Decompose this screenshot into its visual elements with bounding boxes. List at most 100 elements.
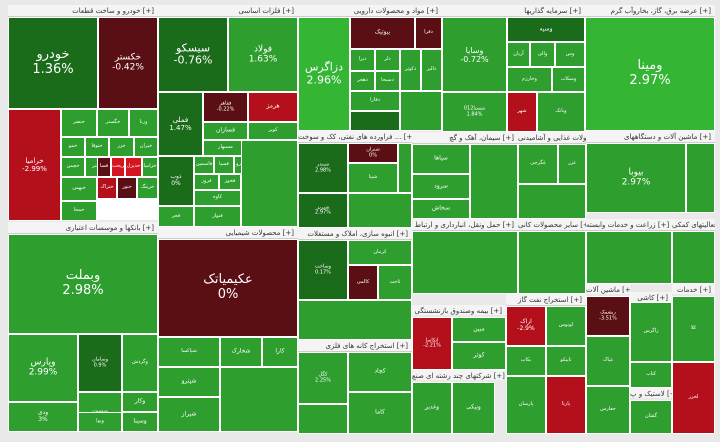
- sector-header[interactable]: سرمایه گذاریها [+]: [442, 5, 585, 17]
- sector-header[interactable]: بیمه وصندوق بازنشستگی [+]: [412, 305, 506, 315]
- stock-tile-khodir[interactable]: خدیزل: [125, 157, 142, 177]
- stock-tile-biyoba[interactable]: بیوبا 2.97%: [586, 143, 686, 213]
- stock-tile-fasazan[interactable]: فسازان: [203, 122, 248, 140]
- stock-tile[interactable]: [348, 193, 412, 228]
- stock-tile-dfaroz[interactable]: دفارا: [350, 91, 400, 111]
- stock-tile-shbaz[interactable]: شبندر 2.98%: [298, 143, 348, 193]
- stock-tile-ghadir[interactable]: وغدیر: [412, 382, 452, 434]
- stock-tile-khiran[interactable]: خیران: [134, 137, 158, 157]
- stock-tile-sisko[interactable]: سیسکو -0.76%: [158, 17, 228, 92]
- stock-tile-khzr[interactable]: ختراک: [97, 177, 117, 199]
- sector-header[interactable]: استخراج نفت گاز [+]: [506, 294, 586, 306]
- stock-tile-khomo[interactable]: خمو: [61, 137, 85, 157]
- stock-tile-zafra[interactable]: زاگرس: [630, 302, 672, 362]
- stock-tile[interactable]: [518, 184, 586, 219]
- stock-tile-kheksa[interactable]: خکستر -0.42%: [98, 17, 158, 109]
- stock-tile-vmina[interactable]: ومینا 2.97%: [585, 17, 715, 131]
- sector-header[interactable]: ماشین آلات و دستگاههای [+]: [586, 131, 715, 143]
- stock-tile-khfamir[interactable]: خرینگ: [137, 177, 158, 199]
- stock-tile-shpna[interactable]: شپنا: [348, 163, 398, 193]
- stock-tile-parsan[interactable]: پارسان: [506, 376, 546, 434]
- stock-tile-shbriz[interactable]: شبریز 2.97%: [298, 193, 348, 228]
- sector-header[interactable]: مواد و محصولات دارویی [+]: [298, 5, 442, 17]
- sector-header[interactable]: خدمات [+]: [672, 284, 715, 294]
- stock-tile-lotus[interactable]: لوتوس: [546, 306, 586, 346]
- stock-tile-shatran[interactable]: شتران 0%: [348, 143, 398, 163]
- stock-tile-vsiha[interactable]: وسپه: [507, 17, 585, 42]
- stock-tile-sh012[interactable]: شستا012 1.84%: [442, 92, 507, 132]
- stock-tile-fasmin[interactable]: فاسمین: [194, 156, 214, 174]
- stock-tile-atlas[interactable]: اتکاسا -2.21%: [412, 317, 452, 370]
- sector-header[interactable]: لاستیک و پ [+]: [630, 388, 672, 398]
- stock-tile-ghgorji[interactable]: غگرجی: [518, 144, 558, 184]
- stock-tile-deyra[interactable]: دیرا: [350, 49, 375, 71]
- stock-tile[interactable]: [241, 140, 298, 227]
- stock-tile-khchmn[interactable]: خچمن: [61, 157, 85, 177]
- stock-tile-faroz[interactable]: فروز: [194, 174, 219, 190]
- stock-tile-nab[interactable]: کلا: [672, 296, 715, 362]
- stock-tile-dbirva[interactable]: دلر: [375, 49, 400, 71]
- stock-tile-khodro[interactable]: خودرو 1.36%: [8, 17, 98, 109]
- stock-tile-fameli[interactable]: فملی 1.47%: [158, 92, 203, 156]
- stock-tile-khtugha[interactable]: ختوقا: [85, 137, 109, 157]
- stock-tile-sspaha[interactable]: سپاها: [412, 144, 470, 174]
- sector-header[interactable]: خودرو و ساخت قطعات [+]: [8, 5, 158, 17]
- stock-tile-faqir[interactable]: فقاهر -0.22%: [203, 92, 248, 122]
- sector-header[interactable]: ماشین آلات [+]: [586, 284, 630, 294]
- stock-tile-vsina[interactable]: وسینا: [122, 412, 158, 432]
- stock-tile-sfano[interactable]: سخاش: [412, 199, 470, 219]
- stock-tile-shiraz[interactable]: شیراز: [158, 397, 220, 432]
- stock-tile-fasa[interactable]: فسا: [97, 157, 111, 177]
- stock-tile-kharo[interactable]: خزامیا: [142, 157, 158, 177]
- stock-tile-kgol[interactable]: کگل 2.25%: [298, 352, 348, 404]
- stock-tile-ksarma[interactable]: ثاخت: [378, 265, 412, 300]
- stock-tile[interactable]: [400, 91, 442, 131]
- stock-tile-vsdp[interactable]: وس: [555, 42, 585, 67]
- stock-tile-shekhazar[interactable]: شخارک: [220, 337, 262, 367]
- stock-tile[interactable]: [298, 300, 412, 340]
- stock-tile-kave[interactable]: کاوه: [194, 190, 241, 206]
- stock-tile[interactable]: [412, 231, 518, 294]
- stock-tile[interactable]: [518, 231, 586, 294]
- sector-header[interactable]: زراعت و خدمات وابسته [+]: [586, 219, 672, 231]
- stock-tile-fulad[interactable]: فولاد 1.63%: [228, 17, 298, 92]
- stock-tile-ghanaz[interactable]: غپاک: [586, 336, 630, 386]
- sector-header[interactable]: محصولات غذایی و آشامیدنی [+]: [518, 132, 586, 144]
- stock-tile-hormoz[interactable]: هرمز: [248, 92, 298, 122]
- stock-tile-vdey[interactable]: ودی 3%: [8, 402, 78, 432]
- stock-tile-khbahman[interactable]: خبهمن: [61, 177, 97, 201]
- stock-tile-ketab[interactable]: کتاب: [630, 362, 672, 388]
- stock-tile-fakhoz[interactable]: فخوز: [219, 174, 241, 190]
- stock-tile-dsaba[interactable]: دسبحا: [375, 71, 400, 91]
- stock-tile-shahr[interactable]: شهر: [507, 92, 537, 132]
- stock-tile-vbank[interactable]: وبانک: [537, 92, 585, 132]
- sector-header[interactable]: عرضه برق، گاز، بخاروآب گرم [+]: [585, 5, 715, 17]
- stock-tile-khzer[interactable]: خزر: [109, 137, 134, 157]
- sector-header[interactable]: محصولات شیمیایی [+]: [158, 227, 298, 239]
- sector-header[interactable]: فلزات اساسی [+]: [158, 5, 298, 17]
- stock-tile-vsakht[interactable]: وساخت 0.17%: [298, 240, 348, 300]
- stock-tile-biobik[interactable]: بیوتیک: [350, 17, 415, 49]
- sector-header[interactable]: سیمان، آهک و گچ [+]: [412, 132, 518, 144]
- stock-tile-mobin[interactable]: مبین: [452, 317, 506, 342]
- stock-tile-khabir[interactable]: ونیکی: [452, 382, 495, 434]
- sector-header[interactable]: حمل ونقل، انبارداری و ارتباط [+]: [412, 219, 518, 231]
- stock-tile-ghmina[interactable]: غزر: [558, 144, 586, 184]
- stock-tile-khonsa[interactable]: خنصر: [61, 109, 97, 137]
- stock-tile-kowsar[interactable]: کوثر: [452, 342, 506, 370]
- stock-tile-fanvar[interactable]: فنوار: [194, 206, 241, 227]
- stock-tile-dzagros[interactable]: دزاگرس 2.96%: [298, 17, 350, 131]
- stock-tile[interactable]: [470, 144, 518, 219]
- sector-header[interactable]: استخراج کانه های فلزی [+]: [298, 340, 412, 352]
- sector-header[interactable]: فراورده های نفتی، کک و سوخت ... [+]: [298, 131, 412, 143]
- stock-tile[interactable]: [298, 404, 348, 434]
- stock-tile-shpetrol[interactable]: شپترو: [158, 367, 220, 397]
- stock-tile[interactable]: [398, 143, 412, 193]
- stock-tile-vsolal[interactable]: وسکاب: [552, 67, 585, 92]
- stock-tile-kharamib[interactable]: خرامیا -2.99%: [8, 109, 61, 221]
- stock-tile-vkar[interactable]: وکار: [122, 392, 158, 412]
- sector-header[interactable]: بانکها و موسسات اعتباری [+]: [8, 222, 158, 234]
- stock-tile-dhajer[interactable]: دهجر: [350, 71, 375, 91]
- stock-tile-fajer[interactable]: فجر: [158, 206, 194, 227]
- stock-tile-khgostar[interactable]: خگستر: [97, 109, 129, 137]
